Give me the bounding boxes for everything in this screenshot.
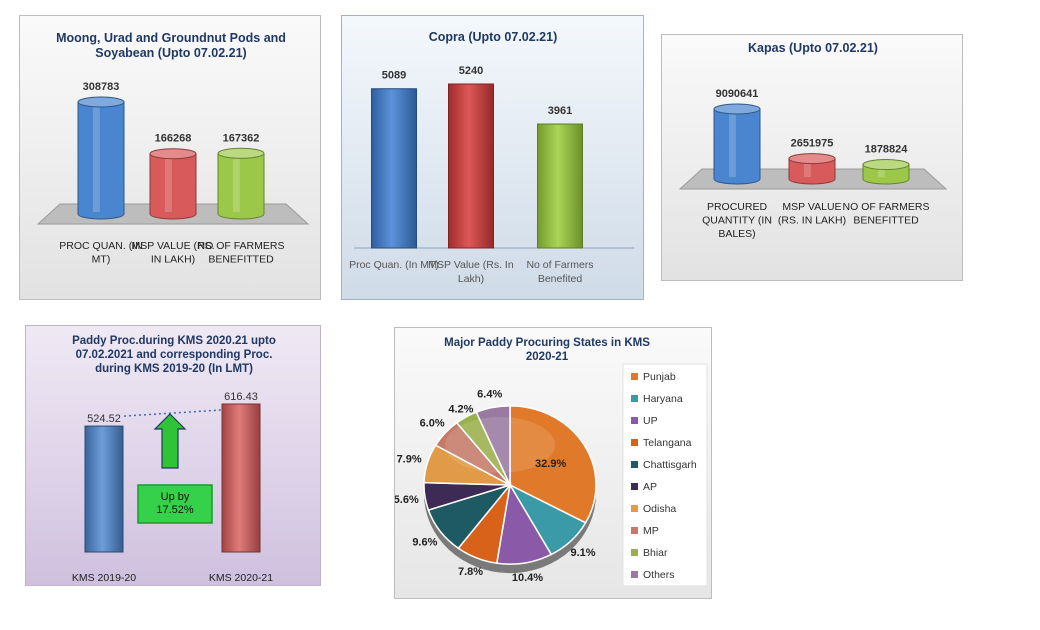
data-label: 616.43 [224, 391, 258, 403]
pie-slice [509, 405, 597, 524]
legend-swatch [631, 505, 638, 512]
moong-urad-chart-panel: Moong, Urad and Groundnut Pods and Soyabe… [19, 15, 321, 300]
bar [217, 152, 265, 220]
legend-swatch [631, 549, 638, 556]
bar-cap [149, 148, 197, 160]
legend-swatch [631, 417, 638, 424]
bar-cap [77, 96, 125, 108]
pie-slice [475, 405, 511, 486]
bar-highlight [877, 168, 885, 177]
category-label: MSP VALUE (RS. IN LAKH) [778, 201, 846, 227]
category-label: PROC QUAN. (IN MT) [59, 240, 142, 266]
slice-label: 5.6% [395, 494, 419, 506]
slice-label: 4.2% [448, 404, 473, 416]
bar-cap [862, 159, 910, 171]
category-label: MSP Value (Rs. In Lakh) [428, 259, 514, 285]
slice-label: 9.1% [570, 547, 595, 559]
slice-label: 9.6% [412, 536, 437, 548]
trend-line [123, 409, 222, 417]
up-arrow-icon [153, 413, 187, 469]
bar-highlight [164, 157, 172, 212]
legend-swatch [631, 483, 638, 490]
legend-swatch [631, 461, 638, 468]
legend-label: Odisha [643, 503, 676, 515]
moong-urad-chart: Moong, Urad and Groundnut Pods and Soyabe… [36, 31, 310, 266]
bar-cap [713, 103, 761, 115]
data-label: 166268 [155, 133, 192, 145]
kapas-chart: Kapas (Upto 07.02.21) 9090641 PROCURED QUA… [678, 41, 948, 240]
bar [448, 83, 494, 249]
paddy-states-pie-panel: Major Paddy Procuring States in KMS 2020-… [394, 327, 712, 599]
slice-label: 7.9% [397, 453, 422, 465]
paddy-states-pie-chart: Major Paddy Procuring States in KMS 2020-… [395, 337, 708, 587]
bar-cap [788, 153, 836, 165]
slice-label: 7.8% [458, 566, 483, 578]
data-label: 167362 [223, 132, 260, 144]
pie-gloss [445, 417, 555, 473]
legend-swatch [631, 527, 638, 534]
category-label: NO OF FARMERS BENEFITTED [198, 240, 285, 266]
category-label: MSP VALUE (RS. IN LAKH) [131, 240, 214, 266]
data-label: 524.52 [87, 413, 121, 425]
legend-label: Haryana [643, 393, 683, 405]
legend-label: AP [643, 481, 657, 493]
bar [221, 403, 261, 553]
bar [77, 101, 125, 220]
legend-label: Bhiar [643, 547, 668, 559]
bar-highlight [232, 157, 240, 212]
data-label: 3961 [548, 105, 572, 117]
bar [371, 88, 417, 249]
legend-swatch [631, 395, 638, 402]
copra-chart-panel: Copra (Upto 07.02.21) 5089 Proc Quan. (In… [341, 15, 644, 300]
chart-title: Paddy Proc.during KMS 2020.21 upto 07.02.… [72, 335, 276, 375]
legend-swatch [631, 373, 638, 380]
legend-label: Punjab [643, 371, 676, 383]
category-label: No of Farmers Benefited [526, 259, 593, 285]
bar [862, 164, 910, 185]
data-label: 1878824 [865, 144, 909, 156]
category-label: Proc Quan. (In MT) [349, 259, 439, 271]
slice-label: 6.0% [420, 418, 445, 430]
data-label: 308783 [83, 81, 120, 93]
category-label: PROCURED QUANTITY (IN BALES) [702, 201, 772, 240]
paddy-procurement-chart: Paddy Proc.during KMS 2020.21 upto 07.02.… [72, 335, 276, 584]
legend-label: Chattisgarh [643, 459, 697, 471]
bar-highlight [728, 113, 736, 177]
legend-label: Others [643, 569, 675, 581]
chart-title: Kapas (Upto 07.02.21) [748, 41, 878, 55]
chart-title: Moong, Urad and Groundnut Pods and Soyabe… [56, 31, 286, 60]
bar [149, 153, 197, 220]
chart-title: Major Paddy Procuring States in KMS 2020-… [444, 337, 650, 363]
legend-swatch [631, 439, 638, 446]
kapas-chart-panel: Kapas (Upto 07.02.21) 9090641 PROCURED QUA… [661, 34, 963, 281]
bar-highlight [803, 162, 811, 177]
bar-cap [217, 147, 265, 159]
copra-chart: Copra (Upto 07.02.21) 5089 Proc Quan. (In… [349, 30, 634, 285]
legend-label: MP [643, 525, 659, 537]
category-label: NO OF FARMERS BENEFITTED [843, 201, 930, 227]
category-label: KMS 2019-20 [72, 572, 136, 584]
chart-title: Copra (Upto 07.02.21) [429, 30, 558, 44]
bar [537, 123, 583, 249]
data-label: 5240 [459, 65, 483, 77]
slice-label: 6.4% [477, 389, 502, 401]
legend-swatch [631, 571, 638, 578]
data-label: 2651975 [791, 138, 834, 150]
bar-highlight [92, 106, 100, 212]
slice-label: 10.4% [512, 572, 543, 584]
bar [713, 108, 761, 185]
legend-label: UP [643, 415, 658, 427]
bar [788, 158, 836, 185]
legend-label: Telangana [643, 437, 692, 449]
data-label: 5089 [382, 70, 406, 82]
bar [84, 425, 124, 553]
data-label: 9090641 [716, 88, 759, 100]
slice-label: 32.9% [535, 458, 566, 470]
annotation-label: Up by 17.52% [156, 491, 194, 516]
category-label: KMS 2020-21 [209, 572, 273, 584]
paddy-procurement-chart-panel: Paddy Proc.during KMS 2020.21 upto 07.02.… [25, 325, 321, 586]
annotation-box [137, 484, 213, 524]
